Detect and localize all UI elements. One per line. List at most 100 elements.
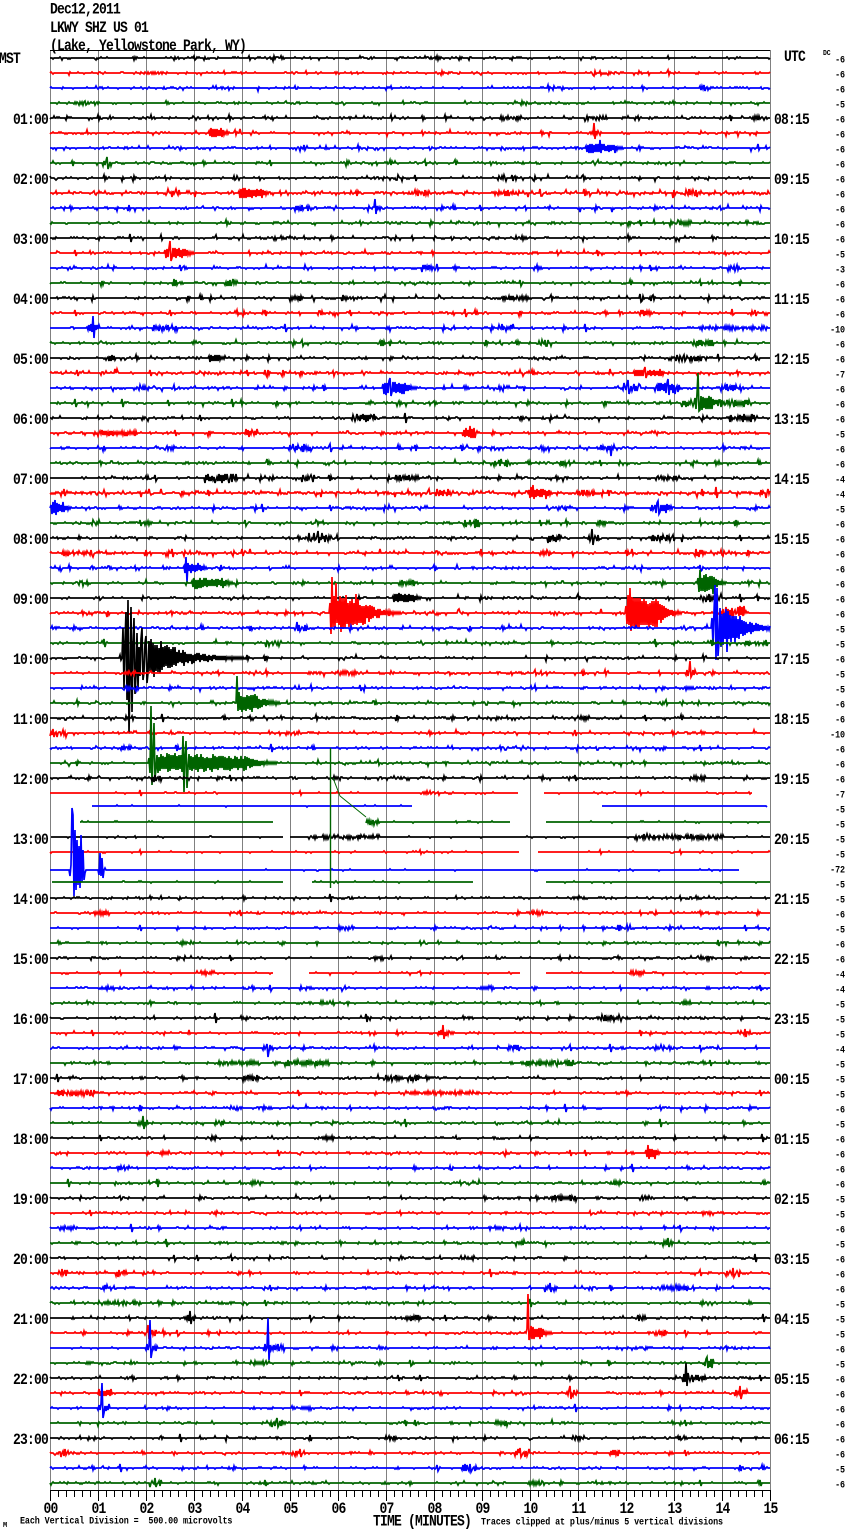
svg-text:-6: -6 [835, 519, 845, 531]
svg-text:-5: -5 [835, 1359, 845, 1371]
svg-text:14:00: 14:00 [13, 892, 48, 909]
svg-text:-7: -7 [835, 789, 845, 801]
svg-text:01:00: 01:00 [13, 112, 48, 129]
svg-text:M: M [3, 1522, 8, 1530]
svg-text:Each Vertical Division = 500.: Each Vertical Division = 500.00 microvol… [20, 1515, 232, 1527]
svg-text:-6: -6 [835, 1179, 845, 1191]
svg-text:-6: -6 [835, 174, 845, 186]
svg-text:10:00: 10:00 [13, 652, 48, 669]
svg-text:-5: -5 [835, 684, 845, 696]
svg-text:10:15: 10:15 [774, 232, 809, 249]
svg-text:-5: -5 [835, 1119, 845, 1131]
svg-text:-6: -6 [835, 54, 845, 66]
svg-text:Traces clipped at plus/minus 5: Traces clipped at plus/minus 5 vertical … [481, 1516, 723, 1528]
svg-text:16:00: 16:00 [13, 1012, 48, 1029]
svg-text:-6: -6 [835, 459, 845, 471]
svg-text:-5: -5 [835, 1239, 845, 1251]
svg-text:-4: -4 [835, 489, 846, 501]
svg-text:-6: -6 [835, 309, 845, 321]
svg-text:00: 00 [43, 1501, 57, 1518]
svg-text:04: 04 [235, 1501, 250, 1518]
svg-text:-5: -5 [835, 1329, 845, 1341]
svg-text:-6: -6 [835, 84, 845, 96]
svg-text:-5: -5 [835, 1074, 845, 1086]
svg-text:08: 08 [427, 1501, 441, 1518]
svg-text:13:15: 13:15 [774, 412, 809, 429]
svg-text:-5: -5 [835, 1014, 845, 1026]
svg-text:-6: -6 [835, 1374, 845, 1386]
svg-text:-6: -6 [835, 939, 845, 951]
svg-text:-6: -6 [835, 1224, 845, 1236]
svg-text:-3: -3 [835, 264, 845, 276]
svg-text:TIME (MINUTES): TIME (MINUTES) [373, 1513, 471, 1530]
svg-text:-5: -5 [835, 1314, 845, 1326]
svg-text:-6: -6 [835, 549, 845, 561]
svg-text:-6: -6 [835, 234, 845, 246]
svg-text:16:15: 16:15 [774, 592, 809, 609]
svg-text:06: 06 [331, 1501, 345, 1518]
svg-text:01:15: 01:15 [774, 1132, 809, 1149]
svg-text:-5: -5 [835, 924, 845, 936]
svg-text:07: 07 [379, 1501, 393, 1518]
svg-text:-6: -6 [835, 1134, 845, 1146]
svg-text:17:15: 17:15 [774, 652, 809, 669]
svg-text:05:15: 05:15 [774, 1372, 809, 1389]
svg-text:-6: -6 [835, 1284, 845, 1296]
svg-text:04:15: 04:15 [774, 1312, 809, 1329]
svg-text:(Lake, Yellowstone Park, WY): (Lake, Yellowstone Park, WY) [50, 38, 246, 55]
svg-text:05:00: 05:00 [13, 352, 48, 369]
svg-text:-6: -6 [835, 114, 845, 126]
svg-text:-6: -6 [835, 129, 845, 141]
svg-text:14: 14 [715, 1501, 730, 1518]
svg-text:-5: -5 [835, 1029, 845, 1041]
svg-text:-6: -6 [835, 354, 845, 366]
svg-text:18:00: 18:00 [13, 1132, 48, 1149]
svg-text:06:00: 06:00 [13, 412, 48, 429]
svg-text:-5: -5 [835, 504, 845, 516]
svg-text:-6: -6 [835, 159, 845, 171]
svg-text:-6: -6 [835, 444, 845, 456]
svg-text:LKWY SHZ US 01: LKWY SHZ US 01 [50, 20, 149, 37]
svg-text:11: 11 [571, 1501, 586, 1518]
svg-text:22:00: 22:00 [13, 1372, 48, 1389]
svg-text:-6: -6 [835, 69, 845, 81]
svg-text:-6: -6 [835, 279, 845, 291]
svg-text:-6: -6 [835, 699, 845, 711]
svg-text:MST: MST [0, 51, 21, 68]
svg-text:15:15: 15:15 [774, 532, 809, 549]
svg-text:04:00: 04:00 [13, 292, 48, 309]
svg-text:05: 05 [283, 1501, 297, 1518]
svg-text:-6: -6 [835, 339, 845, 351]
svg-text:-5: -5 [835, 999, 845, 1011]
svg-text:-4: -4 [835, 969, 846, 981]
svg-text:03:15: 03:15 [774, 1252, 809, 1269]
svg-text:-6: -6 [835, 759, 845, 771]
svg-text:09:15: 09:15 [774, 172, 809, 189]
svg-text:-6: -6 [835, 1254, 845, 1266]
svg-text:03:00: 03:00 [13, 232, 48, 249]
svg-text:06:15: 06:15 [774, 1432, 809, 1449]
svg-text:-6: -6 [835, 384, 845, 396]
svg-text:-10: -10 [830, 324, 845, 336]
svg-text:-6: -6 [835, 534, 845, 546]
svg-text:15: 15 [763, 1501, 777, 1518]
svg-text:-6: -6 [835, 1104, 845, 1116]
svg-text:02:00: 02:00 [13, 172, 48, 189]
svg-text:-5: -5 [835, 1059, 845, 1071]
svg-text:-6: -6 [835, 414, 845, 426]
svg-text:13: 13 [667, 1501, 681, 1518]
svg-text:-5: -5 [835, 1209, 845, 1221]
svg-text:12:00: 12:00 [13, 772, 48, 789]
svg-text:-5: -5 [835, 249, 845, 261]
svg-text:02: 02 [139, 1501, 153, 1518]
svg-text:-5: -5 [835, 879, 845, 891]
svg-text:13:00: 13:00 [13, 832, 48, 849]
svg-text:-5: -5 [835, 99, 845, 111]
svg-text:-6: -6 [835, 714, 845, 726]
svg-text:-6: -6 [835, 1419, 845, 1431]
svg-text:11:15: 11:15 [774, 292, 809, 309]
svg-text:10: 10 [523, 1501, 537, 1518]
svg-text:12: 12 [619, 1501, 633, 1518]
svg-text:-5: -5 [835, 1464, 845, 1476]
svg-text:11:00: 11:00 [13, 712, 48, 729]
